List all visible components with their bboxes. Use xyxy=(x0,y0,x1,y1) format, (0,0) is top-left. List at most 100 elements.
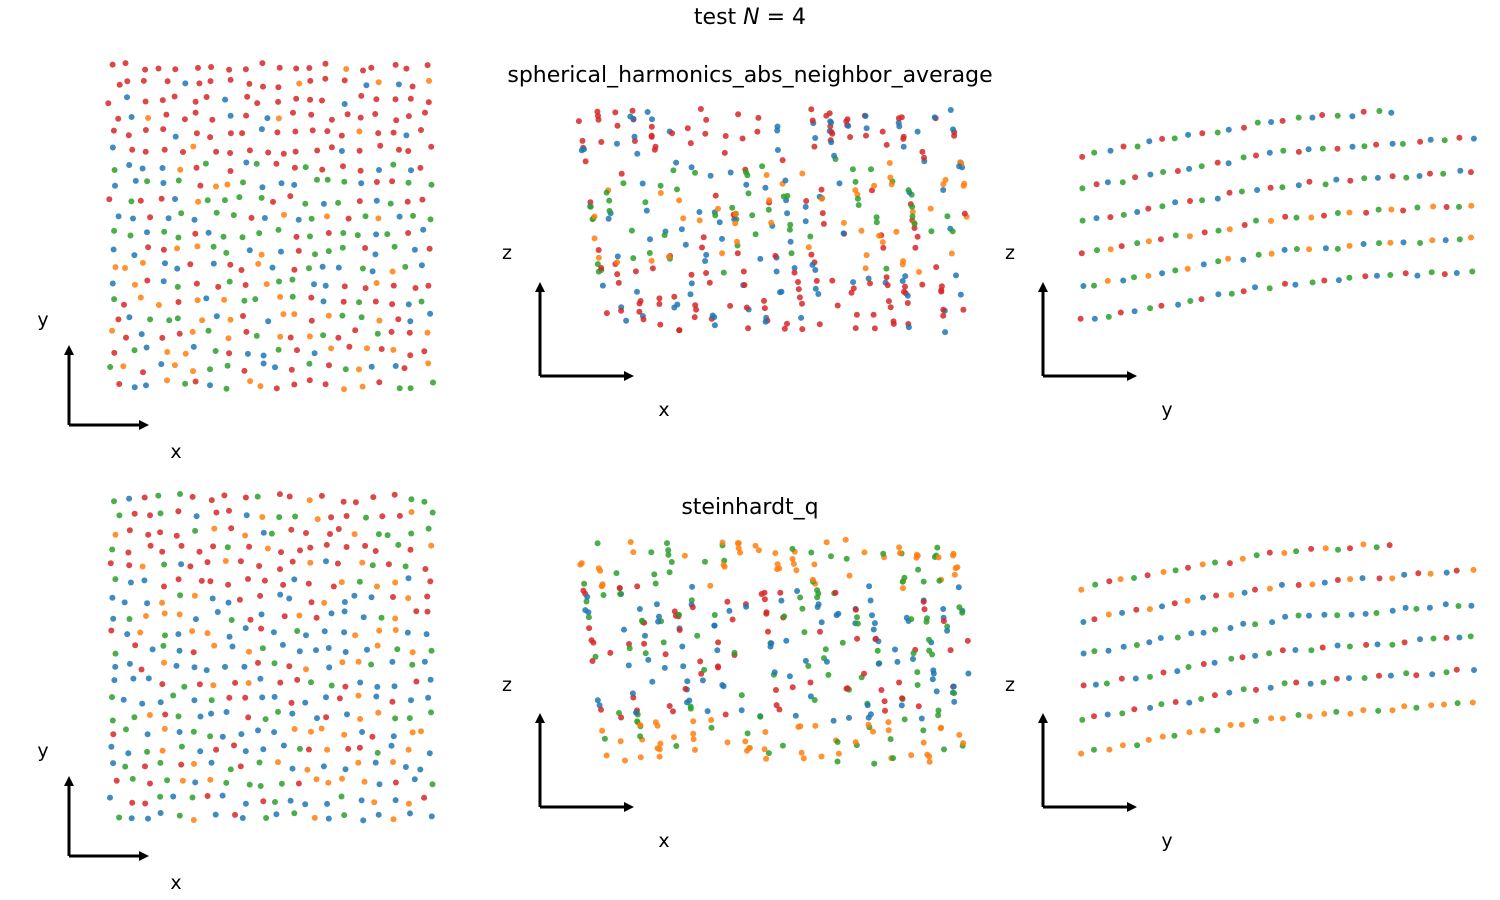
scatter-point xyxy=(1320,679,1327,686)
scatter-point xyxy=(190,368,196,375)
scatter-point xyxy=(144,277,151,284)
scatter-point xyxy=(307,233,313,240)
scatter-point xyxy=(377,142,384,149)
scatter-point xyxy=(277,333,284,340)
scatter-point xyxy=(854,614,860,621)
scatter-point xyxy=(1453,666,1460,673)
scatter-point xyxy=(781,613,788,620)
scatter-point xyxy=(241,663,248,670)
scatter-point xyxy=(1199,197,1206,204)
scatter-point xyxy=(255,260,262,267)
scatter-point xyxy=(239,815,246,821)
axis-label-vertical: y xyxy=(37,740,48,762)
scatter-point xyxy=(208,759,215,766)
scatter-point xyxy=(227,112,234,119)
scatter-point xyxy=(372,548,379,554)
scatter-point xyxy=(208,497,215,504)
scatter-point xyxy=(1241,124,1247,131)
scatter-point xyxy=(796,294,803,301)
scatter-point xyxy=(1185,564,1191,571)
scatter-point xyxy=(178,743,185,750)
scatter-point xyxy=(603,310,610,317)
scatter-point xyxy=(653,601,660,608)
scatter-point xyxy=(1145,736,1152,743)
scatter-point xyxy=(670,167,677,174)
scatter-point xyxy=(423,631,430,638)
scatter-point xyxy=(926,636,932,643)
scatter-point xyxy=(664,540,670,547)
scatter-point xyxy=(1375,206,1382,213)
scatter-point xyxy=(802,218,809,225)
scatter-point xyxy=(629,690,636,697)
scatter-point xyxy=(425,694,432,701)
scatter-point xyxy=(1335,546,1341,553)
scatter-point xyxy=(111,498,117,505)
scatter-point xyxy=(207,134,214,141)
axis-label-vertical: z xyxy=(502,242,512,264)
scatter-point xyxy=(592,653,599,660)
scatter-point xyxy=(598,706,604,713)
scatter-point xyxy=(858,227,865,234)
scatter-point xyxy=(160,246,167,253)
scatter-point xyxy=(926,647,933,654)
axis-indicator-bottom-xy: x y xyxy=(37,740,181,894)
scatter-point xyxy=(799,170,806,177)
scatter-point xyxy=(701,666,708,673)
scatter-point xyxy=(795,279,801,285)
scatter-point xyxy=(126,616,133,622)
scatter-point xyxy=(291,311,298,318)
scatter-point xyxy=(763,610,770,617)
scatter-point xyxy=(139,165,146,172)
scatter-point xyxy=(745,325,752,332)
scatter-point xyxy=(741,282,748,288)
scatter-point xyxy=(1117,309,1124,316)
scatter-point xyxy=(122,763,129,770)
scatter-point xyxy=(304,766,311,773)
scatter-point xyxy=(341,283,348,290)
scatter-point xyxy=(757,713,764,720)
scatter-point xyxy=(1226,226,1233,233)
scatter-point xyxy=(324,800,331,807)
scatter-point xyxy=(155,492,162,499)
scatter-point xyxy=(639,180,646,187)
scatter-point xyxy=(1321,212,1327,219)
scatter-point xyxy=(314,176,320,183)
scatter-point xyxy=(390,282,397,289)
scatter-point xyxy=(212,811,219,818)
scatter-point xyxy=(307,77,314,84)
scatter-point xyxy=(744,730,751,737)
scatter-point xyxy=(408,697,414,704)
scatter-point xyxy=(1119,609,1126,616)
scatter-point xyxy=(1120,211,1127,218)
scatter-point xyxy=(408,530,415,537)
scatter-point xyxy=(679,643,686,650)
scatter-point xyxy=(1292,647,1299,653)
scatter-point xyxy=(112,650,119,657)
scatter-point xyxy=(1107,246,1114,253)
scatter-point xyxy=(642,650,649,657)
scatter-point xyxy=(210,543,217,550)
scatter-point xyxy=(324,213,330,220)
scatter-point xyxy=(618,714,625,721)
scatter-point xyxy=(273,160,280,167)
scatter-point xyxy=(227,76,234,83)
scatter-point xyxy=(1240,256,1247,263)
scatter-point xyxy=(951,698,958,705)
scatter-point xyxy=(1107,214,1114,221)
scatter-point xyxy=(373,231,380,238)
scatter-point xyxy=(1159,203,1166,210)
scatter-point xyxy=(1413,704,1420,711)
scatter-point xyxy=(357,679,364,686)
scatter-point xyxy=(582,607,589,614)
scatter-point xyxy=(161,583,167,590)
scatter-point xyxy=(912,244,919,251)
scatter-point xyxy=(123,334,129,341)
scatter-point xyxy=(921,606,928,613)
scatter-point xyxy=(226,633,233,640)
scatter-point xyxy=(356,744,363,751)
scatter-point xyxy=(374,749,381,756)
scatter-point xyxy=(292,128,299,135)
scatter-point xyxy=(147,214,154,221)
scatter-point xyxy=(128,114,135,120)
scatter-point xyxy=(890,318,897,325)
